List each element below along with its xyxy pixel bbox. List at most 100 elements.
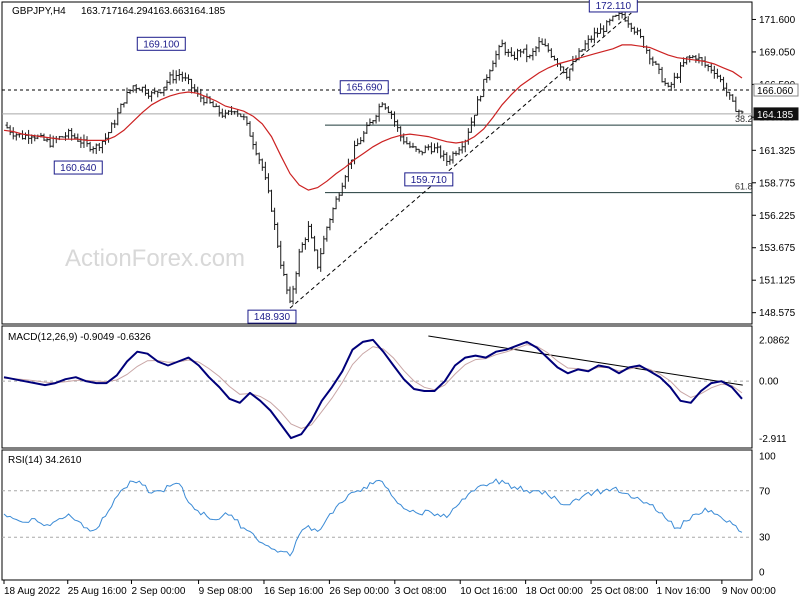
price-bar — [239, 113, 243, 118]
ohlc-low: 163.663 — [153, 6, 190, 17]
price-bar — [186, 74, 191, 85]
price-bar — [725, 82, 729, 97]
price-bar — [534, 46, 538, 57]
price-bar — [122, 102, 126, 108]
price-bar — [328, 218, 332, 231]
price-bar — [362, 130, 366, 143]
price-bar — [399, 126, 403, 142]
price-bar — [392, 111, 397, 127]
price-bar — [153, 87, 157, 95]
price-bar — [309, 223, 314, 239]
price-label: 159.710 — [404, 172, 454, 187]
price-bar — [697, 53, 701, 64]
price-bar — [150, 90, 154, 102]
price-bar — [134, 84, 138, 94]
price-pane: ActionForex.com GBPJPY,H4 163.717 164.29… — [1, 0, 799, 325]
x-tick-label: 2 Sep 00:00 — [131, 586, 185, 597]
price-bar — [60, 136, 65, 138]
price-bar — [288, 286, 292, 304]
svg-text:169.100: 169.100 — [143, 39, 180, 50]
price-bar — [396, 119, 400, 132]
price-bar — [565, 69, 569, 80]
svg-text:159.710: 159.710 — [411, 175, 448, 186]
price-bar — [297, 248, 301, 277]
price-bar — [146, 89, 151, 99]
price-bar — [14, 133, 18, 141]
rsi-pane: RSI(14) 34.2610 100 70 30 0 — [1, 449, 776, 581]
price-bar — [408, 141, 412, 149]
price-bar — [174, 70, 178, 84]
price-bar — [506, 48, 510, 57]
price-bar — [70, 128, 74, 141]
price-bar — [589, 35, 593, 43]
price-bar — [663, 78, 667, 86]
price-bar — [263, 161, 267, 181]
price-bar — [306, 221, 311, 243]
price-bar — [602, 25, 606, 38]
price-bar — [260, 158, 264, 171]
price-bar — [432, 143, 437, 153]
price-bar — [183, 72, 188, 82]
price-bar — [629, 22, 633, 32]
price-bar — [88, 141, 92, 152]
price-bar — [460, 141, 464, 154]
price-bar — [715, 68, 719, 79]
price-bar — [546, 43, 550, 53]
price-bar — [660, 66, 664, 83]
price-bar — [359, 137, 363, 145]
macd-main-line — [3, 338, 743, 440]
price-bar — [273, 207, 277, 231]
price-bar — [159, 91, 163, 94]
price-bar — [119, 103, 123, 114]
price-bar — [583, 40, 587, 51]
rsi-y-axis: 100 70 30 0 — [759, 452, 776, 579]
price-bar — [223, 109, 227, 119]
price-label: 172.110 — [588, 0, 638, 13]
price-bar — [110, 122, 114, 134]
price-bar — [451, 151, 455, 164]
price-bar — [605, 20, 609, 32]
price-label: 169.100 — [136, 36, 186, 51]
price-bar — [220, 108, 224, 118]
price-bar — [500, 39, 504, 48]
price-bar — [405, 136, 409, 145]
price-bar — [165, 80, 169, 91]
macd-pane: MACD(12,26,9) -0.9049 -0.6326 2.0862 0.00… — [1, 325, 790, 449]
price-bar — [491, 60, 495, 72]
price-bar — [411, 142, 415, 148]
price-bar — [448, 155, 452, 165]
price-moving-average — [3, 44, 743, 191]
rsi-pane-frame — [1, 449, 753, 581]
price-bar — [276, 222, 280, 248]
price-bar — [91, 146, 95, 154]
price-bar — [472, 114, 477, 127]
price-bar — [709, 62, 713, 74]
price-bar — [76, 133, 80, 142]
macd-y-tick-label: -2.911 — [759, 434, 787, 445]
price-trendline — [289, 12, 632, 309]
price-bar — [531, 48, 535, 61]
price-bar — [236, 109, 240, 117]
x-tick-label: 25 Oct 08:00 — [591, 586, 649, 597]
ohlc-open: 163.717 — [81, 6, 118, 17]
price-bar — [423, 145, 427, 154]
price-bar — [282, 261, 286, 277]
price-bar — [731, 94, 735, 102]
price-bar — [718, 74, 723, 83]
price-bar — [377, 103, 381, 122]
price-badge: 166.060 — [753, 83, 799, 97]
price-bar — [469, 117, 473, 133]
fib-38-label: 38.2 — [735, 114, 753, 124]
macd-y-tick-label: 0.00 — [759, 377, 779, 388]
price-bar — [100, 140, 104, 154]
price-bar — [457, 146, 461, 156]
price-bar — [666, 82, 670, 88]
price-bar — [586, 35, 590, 49]
price-bar — [248, 121, 252, 137]
price-bar — [454, 150, 458, 156]
price-bar — [654, 60, 658, 65]
price-bar — [562, 66, 566, 74]
price-bar — [156, 90, 160, 98]
price-bar — [552, 55, 557, 61]
price-bar — [522, 48, 526, 54]
